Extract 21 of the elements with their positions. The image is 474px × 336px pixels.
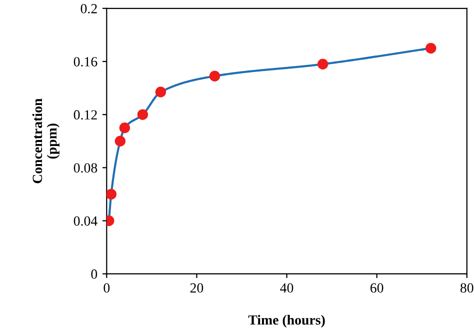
x-tick-label: 0 — [104, 283, 110, 293]
point — [209, 70, 220, 82]
point — [317, 58, 328, 70]
point — [114, 136, 126, 146]
y-tick-label: 0.04 — [74, 216, 98, 226]
x-tick-label: 20 — [190, 283, 204, 293]
y-axis-title: Concentration (ppm) — [32, 98, 60, 184]
point — [119, 122, 130, 134]
x-tick-label: 80 — [460, 283, 474, 293]
x-tick-label: 60 — [370, 283, 384, 293]
y-tick-label: 0 — [91, 269, 98, 279]
y-tick-label: 0.12 — [74, 110, 97, 120]
point — [106, 188, 117, 200]
y-tick-label: 0.2 — [80, 4, 97, 14]
x-tick-label: 40 — [280, 283, 294, 293]
point — [155, 86, 166, 98]
x-axis-title: Time (hours) — [248, 314, 325, 328]
y-tick-label: 0.16 — [74, 57, 98, 67]
point — [426, 42, 436, 54]
point — [137, 109, 148, 120]
y-tick-label: 0.08 — [74, 163, 98, 173]
